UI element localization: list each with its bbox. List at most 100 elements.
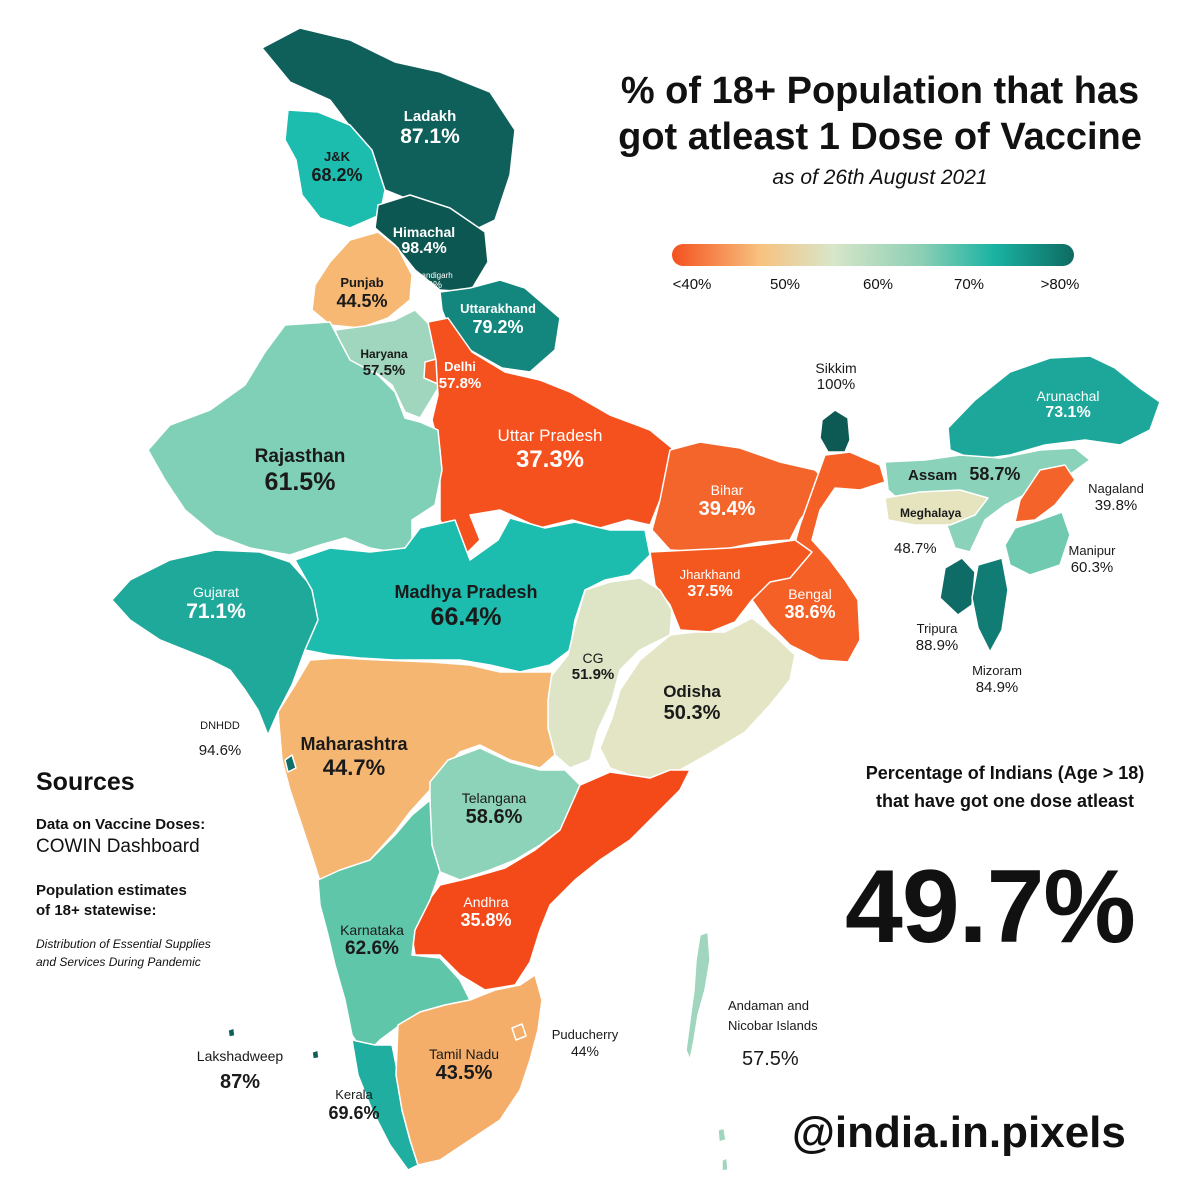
region-label-manipur: Manipur 60.3% (1069, 543, 1116, 576)
region-value: 38.6% (784, 602, 836, 623)
region-value: 98.4% (401, 240, 447, 258)
region-value-andaman: 57.5% (742, 1048, 799, 1070)
region-name: Punjab (340, 275, 384, 290)
region-name: Lakshadweep (196, 1048, 284, 1064)
sources-pop-source-1: Distribution of Essential Supplies (36, 937, 211, 951)
region-label-haryana: Haryana 57.5% (360, 347, 408, 379)
region-value: 66.4% (430, 602, 502, 631)
region-value: 51.9% (571, 666, 615, 684)
region-label-mizoram: Mizoram 84.9% (972, 663, 1022, 696)
region-bihar (651, 441, 831, 553)
region-label-jharkhand: Jharkhand 37.5% (679, 567, 741, 601)
region-gujarat (111, 549, 321, 736)
region-value: 44.5% (336, 290, 388, 311)
region-label-gujarat: Gujarat 71.1% (186, 584, 246, 624)
scale-tick: 70% (953, 276, 985, 293)
region-label-puducherry: Puducherry 44% (551, 1027, 619, 1059)
region-name: Arunachal (1036, 388, 1100, 404)
region-name: Rajasthan (254, 446, 346, 467)
region-tamilnadu (395, 974, 543, 1166)
region-name: Kerala (335, 1087, 373, 1102)
region-meghalaya (884, 489, 989, 526)
region-name: Odisha (663, 682, 721, 701)
region-name-andaman: Andaman and Nicobar Islands (728, 998, 818, 1033)
region-label-cg: CG 51.9% (572, 650, 615, 683)
region-value: 50% (421, 280, 442, 292)
region-label-rajasthan: Rajasthan 61.5% (255, 446, 346, 497)
region-label-tripura: Tripura 88.9% (915, 621, 959, 654)
sources-pop-source-2: and Services During Pandemic (36, 955, 201, 969)
region-value: 84.9% (975, 678, 1019, 696)
region-name: Nagaland (1088, 481, 1144, 496)
region-andaman (685, 931, 729, 1172)
sources-doses-source: COWIN Dashboard (36, 836, 200, 857)
region-value: 71.1% (186, 600, 246, 624)
region-name: Assam (908, 467, 958, 484)
region-label-lakshadweep: Lakshadweep 87% (197, 1046, 283, 1097)
region-value: 57.5% (362, 361, 406, 379)
sources-doses-label: Data on Vaccine Doses: (36, 816, 206, 833)
region-jharkhand (649, 539, 813, 633)
region-value: 100% (816, 376, 856, 394)
region-value: 39.4% (698, 498, 756, 521)
national-percentage: 49.7% (845, 849, 1136, 965)
sources-heading: Sources (36, 768, 135, 796)
region-label-chandigarh: Chandigarh 50% (411, 271, 452, 292)
region-value: 73.1% (1045, 404, 1091, 422)
scale-tick: 50% (769, 276, 801, 293)
region-name: Tripura (916, 621, 958, 636)
region-label-andhra: Andhra 35.8% (460, 894, 511, 931)
region-label-bengal: Bengal 38.6% (784, 586, 835, 623)
region-name: Gujarat (193, 584, 239, 600)
region-value: 35.8% (460, 910, 512, 931)
scale-tick: 60% (862, 276, 894, 293)
region-label-bihar: Bihar 39.4% (699, 482, 756, 521)
region-name: Bihar (710, 482, 744, 498)
region-name: Karnataka (340, 922, 404, 938)
region-value-meghalaya: 48.7% (894, 540, 937, 557)
region-name: Bengal (788, 586, 832, 602)
region-value: 68.2% (311, 164, 363, 185)
region-name: Maharashtra (300, 734, 408, 754)
region-label-himachal: Himachal 98.4% (393, 224, 455, 258)
title-line-2: got atleast 1 Dose of Vaccine (618, 116, 1142, 158)
region-label-odisha: Odisha 50.3% (663, 682, 721, 725)
region-andhra (411, 769, 691, 991)
region-name: Tamil Nadu (428, 1046, 500, 1062)
region-value: 88.9% (915, 636, 959, 654)
scale-tick: >80% (1040, 276, 1080, 293)
region-label-assam: Assam 58.7% (908, 464, 1020, 485)
region-value: 58.6% (465, 806, 523, 829)
region-maharashtra (277, 657, 556, 896)
region-name: Haryana (360, 347, 408, 361)
region-value: 58.7% (969, 464, 1021, 484)
region-name: Himachal (392, 224, 456, 240)
region-name: Jharkhand (679, 567, 741, 582)
sources-pop-label-1: Population estimates (36, 882, 187, 899)
region-label-telangana: Telangana 58.6% (462, 790, 527, 829)
summary-line-1: Percentage of Indians (Age > 18) (865, 763, 1145, 783)
region-label-delhi: Delhi 57.8% (438, 359, 482, 392)
region-mizoram (971, 557, 1009, 653)
region-rajasthan (147, 321, 443, 556)
color-scale-bar (672, 244, 1074, 266)
region-name: Ladakh (403, 108, 457, 125)
region-puducherry (511, 1023, 527, 1041)
region-value: 37.5% (687, 582, 733, 600)
region-value: 44.7% (322, 754, 386, 780)
region-label-jk: J&K 68.2% (311, 149, 363, 186)
region-value: 94.6% (198, 741, 242, 759)
summary-line-2: that have got one dose atleast (875, 791, 1135, 811)
region-mp (294, 517, 651, 673)
region-value: 57.8% (438, 374, 482, 392)
region-nagaland (1014, 464, 1076, 523)
region-name: Puducherry (551, 1027, 619, 1042)
region-value: 37.3% (515, 445, 585, 473)
region-value: 50.3% (663, 701, 721, 724)
region-odisha (599, 617, 796, 779)
region-label-maharashtra: Maharashtra 44.7% (300, 734, 407, 780)
region-label-nagaland: Nagaland 39.8% (1088, 481, 1144, 514)
region-label-up: Uttar Pradesh 37.3% (498, 426, 603, 473)
